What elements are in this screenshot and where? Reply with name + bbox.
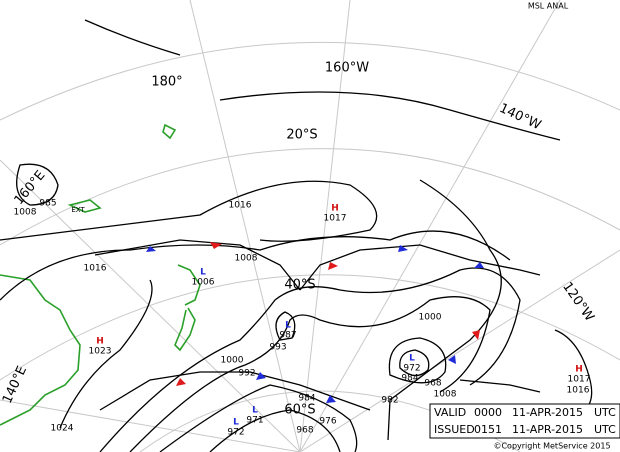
centre-pressure: 971 — [246, 416, 263, 426]
centre-type: L — [233, 418, 239, 428]
isobar-label: 993 — [269, 343, 286, 353]
isobar-label: 992 — [238, 369, 255, 379]
valid-date: 11-APR-2015 — [512, 406, 583, 419]
valid-zone: UTC — [594, 406, 616, 419]
centre-pressure: 1017 — [324, 214, 347, 224]
issued-label: ISSUED — [434, 423, 475, 436]
centre-pressure: 1023 — [89, 347, 112, 357]
copyright: ©Copyright MetService 2015 — [493, 442, 610, 451]
info-box — [429, 403, 620, 439]
fronts — [94, 179, 541, 441]
isobars — [0, 19, 593, 452]
isobar-label: 976 — [319, 417, 336, 427]
centre-pressure: 987 — [279, 331, 296, 341]
centre-pressure: 1017 — [568, 375, 591, 385]
isobar-label: 985 — [39, 199, 56, 209]
isobar-label: 1016 — [567, 386, 590, 396]
graticule-label: 180° — [151, 75, 182, 90]
isobar-label: 982 — [381, 396, 398, 406]
graticule-label: 40°S — [284, 278, 315, 293]
issued-date: 11-APR-2015 — [512, 423, 583, 436]
map-note: EXT — [71, 206, 85, 214]
isobar-label: 984 — [401, 374, 418, 384]
graticule-label: 160°W — [325, 61, 369, 76]
isobar-label: 968 — [424, 379, 441, 389]
centre-type: H — [96, 337, 104, 347]
centre-type: L — [252, 406, 258, 416]
centre-type: L — [285, 321, 291, 331]
centre-type: L — [200, 268, 206, 278]
isobar-label: 968 — [296, 426, 313, 436]
valid-label: VALID — [434, 406, 466, 419]
centre-type: L — [409, 354, 415, 364]
graticule-label: 60°S — [284, 403, 315, 418]
graticule-label: 20°S — [286, 128, 317, 143]
issued-zone: UTC — [594, 423, 616, 436]
centre-type: H — [575, 365, 583, 375]
isobar-label: 1008 — [235, 254, 258, 264]
issued-time: 0151 — [474, 423, 502, 436]
chart-title: MSL ANAL — [528, 2, 569, 11]
isobar-label: 1024 — [51, 424, 74, 434]
centre-pressure: 972 — [403, 364, 420, 374]
land — [0, 123, 201, 426]
isobar-label: 1016 — [229, 201, 252, 211]
isobar-label: 1008 — [14, 208, 37, 218]
centre-pressure: 972 — [227, 428, 244, 438]
centre-pressure: 1006 — [192, 278, 215, 288]
isobar-label: 1000 — [221, 356, 244, 366]
isobar-label: 1016 — [84, 264, 107, 274]
isobar-label: 1000 — [419, 313, 442, 323]
isobar-label: 984 — [298, 394, 315, 404]
isobar-label: 1008 — [434, 390, 457, 400]
centre-type: H — [331, 204, 339, 214]
valid-time: 0000 — [474, 406, 502, 419]
